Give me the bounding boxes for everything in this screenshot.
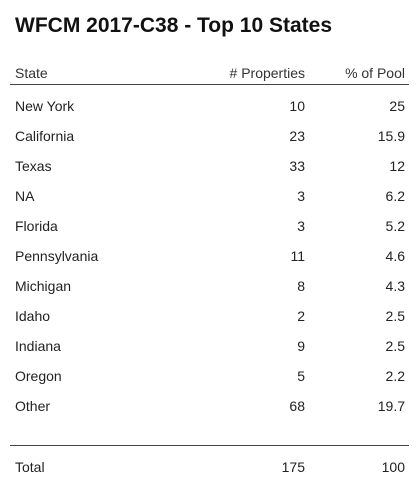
cell-pool: 4.3: [385, 278, 405, 294]
cell-properties: 9: [297, 338, 305, 354]
cell-state: NA: [15, 188, 35, 204]
table-row: Pennsylvania 11 4.6: [10, 241, 409, 271]
table-row: Indiana 9 2.5: [10, 331, 409, 361]
cell-properties: 10: [289, 98, 305, 114]
table-row: New York 10 25: [10, 91, 409, 121]
cell-properties: 11: [290, 248, 305, 264]
table-row: Michigan 8 4.3: [10, 271, 409, 301]
table-body: New York 10 25 California 23 15.9 Texas 33 12 NA 3…: [10, 85, 409, 421]
cell-state: Michigan: [15, 278, 72, 294]
cell-pool: 5.2: [385, 218, 405, 234]
total-label: Total: [15, 459, 45, 475]
total-divider: [10, 445, 409, 446]
cell-properties: 33: [289, 158, 305, 174]
total-properties: 175: [281, 459, 305, 475]
cell-properties: 68: [289, 398, 305, 414]
table-row: Other 68 19.7: [10, 391, 409, 421]
cell-pool: 2.5: [385, 338, 405, 354]
table-row: Florida 3 5.2: [10, 211, 409, 241]
cell-properties: 2: [297, 308, 305, 324]
cell-state: California: [15, 128, 75, 144]
cell-state: Pennsylvania: [15, 248, 99, 264]
table-row: Idaho 2 2.5: [10, 301, 409, 331]
cell-properties: 8: [297, 278, 305, 294]
cell-state: Florida: [15, 218, 58, 234]
states-table: State # Properties % of Pool New York 10 2…: [10, 64, 409, 421]
header-state: State: [15, 65, 48, 81]
table-row: California 23 15.9: [10, 121, 409, 151]
cell-state: New York: [15, 98, 75, 114]
cell-pool: 2.2: [385, 368, 405, 384]
table-row-total: Total 175 100: [10, 452, 409, 482]
cell-pool: 2.5: [385, 308, 405, 324]
cell-pool: 12: [389, 158, 405, 174]
cell-state: Indiana: [15, 338, 61, 354]
header-pool: % of Pool: [345, 65, 405, 81]
table-row: Texas 33 12: [10, 151, 409, 181]
header-properties: # Properties: [229, 65, 305, 81]
table-row: Oregon 5 2.2: [10, 361, 409, 391]
cell-pool: 15.9: [377, 128, 405, 144]
table-header: State # Properties % of Pool: [10, 64, 409, 85]
cell-properties: 5: [297, 368, 305, 384]
cell-state: Idaho: [15, 308, 51, 324]
cell-state: Other: [15, 398, 51, 414]
cell-properties: 3: [297, 218, 305, 234]
total-pool: 100: [381, 459, 405, 475]
cell-pool: 6.2: [385, 188, 405, 204]
cell-state: Oregon: [15, 368, 62, 384]
cell-state: Texas: [15, 158, 52, 174]
table-row: NA 3 6.2: [10, 181, 409, 211]
cell-pool: 19.7: [377, 398, 405, 414]
cell-pool: 25: [389, 98, 405, 114]
cell-properties: 23: [289, 128, 305, 144]
cell-properties: 3: [297, 188, 305, 204]
cell-pool: 4.6: [385, 248, 405, 264]
page-title: WFCM 2017-C38 - Top 10 States: [15, 14, 333, 37]
